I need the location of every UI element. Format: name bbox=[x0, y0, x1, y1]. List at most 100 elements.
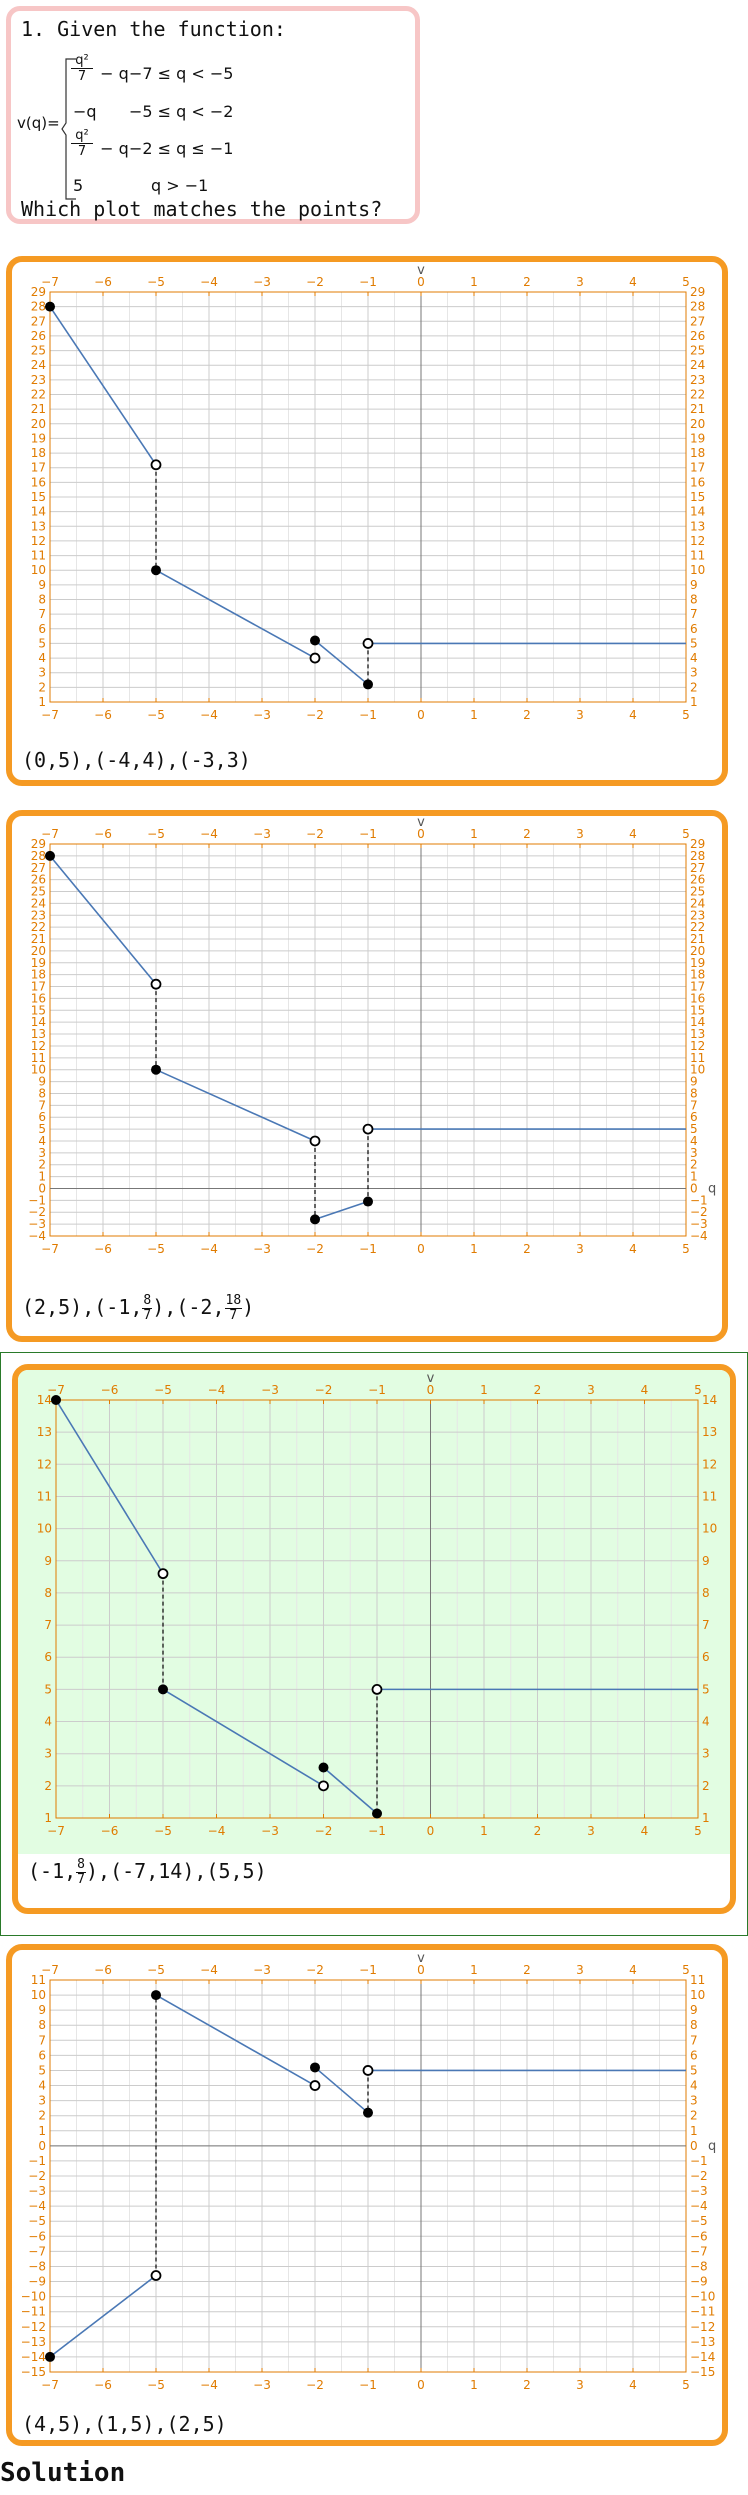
y-tick-label-left: 22 bbox=[31, 388, 46, 402]
y-tick-label-right: 24 bbox=[690, 896, 705, 910]
x-tick-label-bottom: −3 bbox=[253, 2378, 271, 2392]
y-tick-label-left: 14 bbox=[37, 1393, 52, 1407]
y-tick-label-left: 20 bbox=[31, 417, 46, 431]
question-title: 1. Given the function: bbox=[21, 17, 286, 41]
x-tick-label-bottom: 3 bbox=[576, 708, 584, 722]
x-tick-label-top: 5 bbox=[682, 827, 690, 841]
y-tick-label-left: 26 bbox=[31, 329, 46, 343]
option-card-2[interactable]: −7 −7 −6 −6 −5 −5 −4 −4 −3 −3 −2 −2 −1 −1 0 0 1 1 2 2 3 3 4 4 5 5… bbox=[6, 810, 728, 1342]
y-tick-label-right: 26 bbox=[690, 873, 705, 887]
open-point bbox=[150, 2270, 162, 2281]
x-tick-label-bottom: 1 bbox=[470, 2378, 478, 2392]
y-tick-label-right: 22 bbox=[690, 388, 705, 402]
y-tick-label-right: 21 bbox=[690, 402, 705, 416]
x-tick-label-bottom: 4 bbox=[629, 1242, 637, 1256]
y-tick-label-right: 7 bbox=[702, 1618, 710, 1632]
y-tick-label-right: 8 bbox=[690, 593, 698, 607]
y-tick-label-right: 4 bbox=[690, 1134, 698, 1148]
x-tick-label-top: −5 bbox=[147, 275, 165, 289]
option-card-4[interactable]: −7 −7 −6 −6 −5 −5 −4 −4 −3 −3 −2 −2 −1 −1 0 0 1 1 2 2 3 3 4 4 5 5… bbox=[6, 1944, 728, 2446]
option-card-3[interactable]: −7 −7 −6 −6 −5 −5 −4 −4 −3 −3 −2 −2 −1 −1 0 0 1 1 2 2 3 3 4 4 5 5… bbox=[12, 1364, 736, 1914]
y-tick-label-left: 4 bbox=[38, 2079, 46, 2093]
y-tick-label-left: 1 bbox=[38, 1170, 46, 1184]
filled-point bbox=[45, 850, 55, 861]
y-tick-label-right: 29 bbox=[690, 837, 705, 851]
y-tick-label-left: 13 bbox=[31, 519, 46, 533]
option-3-plot: −7−7−6−6−5−5−4−4−3−3−2−2−1−1001122334455… bbox=[18, 1370, 730, 1854]
x-tick-label-bottom: −4 bbox=[200, 2378, 218, 2392]
y-tick-label-right: 13 bbox=[702, 1425, 717, 1439]
open-point bbox=[309, 1135, 321, 1147]
y-tick-label-right: 17 bbox=[690, 980, 705, 994]
option-3-points: (-1, 8 7),(-7,14),(5,5) bbox=[28, 1858, 267, 1887]
y-tick-label-right: 14 bbox=[690, 1015, 705, 1029]
y-tick-label-right: 2 bbox=[702, 1779, 710, 1793]
y-tick-label-left: 10 bbox=[31, 1063, 46, 1077]
y-tick-label-right: 9 bbox=[690, 2003, 698, 2017]
y-tick-label-left: 28 bbox=[31, 849, 46, 863]
y-tick-label-right: 10 bbox=[702, 1522, 717, 1536]
y-tick-label-right: 7 bbox=[690, 2033, 698, 2047]
x-tick-label-top: 5 bbox=[682, 275, 690, 289]
y-tick-label-right: 11 bbox=[690, 549, 705, 563]
y-tick-label-left: −3 bbox=[28, 2184, 46, 2198]
x-tick-label-top: −4 bbox=[200, 827, 218, 841]
x-tick-label-top: 3 bbox=[576, 275, 584, 289]
filled-point bbox=[372, 1808, 382, 1819]
case3-cond: −2 ≤ q ≤ −1 bbox=[129, 139, 234, 158]
y-tick-label-left: −4 bbox=[28, 1229, 46, 1243]
y-tick-label-left: 16 bbox=[31, 475, 46, 489]
fraction-numerator: 8 bbox=[142, 1293, 153, 1309]
function-name: v(q)= bbox=[17, 114, 60, 132]
y-tick-label-right: 9 bbox=[690, 578, 698, 592]
y-tick-label-left: 27 bbox=[31, 861, 46, 875]
y-tick-label-right: 1 bbox=[690, 2124, 698, 2138]
y-tick-label-left: 18 bbox=[31, 968, 46, 982]
y-tick-label-left: 24 bbox=[31, 896, 46, 910]
fraction-numerator: 8 bbox=[76, 1857, 86, 1873]
y-tick-label-right: −3 bbox=[690, 1217, 708, 1231]
x-tick-label-top: 4 bbox=[629, 275, 637, 289]
open-point bbox=[371, 1683, 383, 1695]
y-tick-label-left: 18 bbox=[31, 446, 46, 460]
x-tick-label-bottom: −7 bbox=[41, 1242, 59, 1256]
y-tick-label-right: −1 bbox=[690, 2154, 708, 2168]
curve-segment bbox=[49, 855, 157, 985]
y-tick-label-right: 20 bbox=[690, 944, 705, 958]
y-tick-label-right: 12 bbox=[690, 534, 705, 548]
y-tick-label-right: 8 bbox=[702, 1586, 710, 1600]
x-tick-label-top: −6 bbox=[94, 1963, 112, 1977]
case3-rest: − q bbox=[95, 139, 129, 158]
x-tick-label-bottom: −4 bbox=[208, 1824, 226, 1838]
y-tick-label-left: 29 bbox=[31, 285, 46, 299]
x-tick-label-bottom: −3 bbox=[261, 1824, 279, 1838]
y-tick-label-right: −7 bbox=[690, 2244, 708, 2258]
option-card-1[interactable]: −7 −7 −6 −6 −5 −5 −4 −4 −3 −3 −2 −2 −1 −1 0 0 1 1 2 2 3 3 4 4 5 5… bbox=[6, 256, 728, 786]
x-tick-label-top: −1 bbox=[359, 1963, 377, 1977]
y-tick-label-right: 25 bbox=[690, 344, 705, 358]
y-tick-label-left: 25 bbox=[31, 885, 46, 899]
x-tick-label-top: −2 bbox=[315, 1383, 333, 1397]
case1-num: q² bbox=[71, 53, 93, 69]
x-tick-label-bottom: −6 bbox=[101, 1824, 119, 1838]
y-tick-label-right: 11 bbox=[702, 1489, 717, 1503]
y-tick-label-right: 17 bbox=[690, 461, 705, 475]
y-tick-label-left: 6 bbox=[44, 1650, 52, 1664]
x-tick-label-top: −2 bbox=[306, 275, 324, 289]
x-tick-label-bottom: −5 bbox=[147, 708, 165, 722]
y-tick-label-left: −13 bbox=[21, 2335, 46, 2349]
x-tick-label-bottom: 1 bbox=[470, 708, 478, 722]
y-tick-label-right: 5 bbox=[702, 1682, 710, 1696]
y-tick-label-left: −11 bbox=[21, 2305, 46, 2319]
y-tick-label-right: 5 bbox=[690, 1122, 698, 1136]
x-tick-label-top: −1 bbox=[359, 827, 377, 841]
y-tick-label-left: 7 bbox=[38, 1098, 46, 1112]
y-tick-label-left: 14 bbox=[31, 1015, 46, 1029]
x-tick-label-top: 4 bbox=[629, 827, 637, 841]
y-tick-label-left: 9 bbox=[38, 578, 46, 592]
grid bbox=[49, 843, 687, 1237]
y-tick-label-right: 14 bbox=[702, 1393, 717, 1407]
filled-point bbox=[158, 1684, 168, 1695]
